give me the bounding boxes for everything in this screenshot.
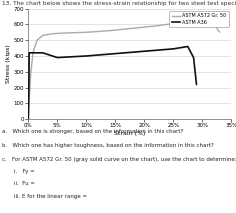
Text: c.   For ASTM A572 Gr. 50 (gray solid curve on the chart), use the chart to dete: c. For ASTM A572 Gr. 50 (gray solid curv…	[2, 157, 236, 161]
Text: ii.  Fu =: ii. Fu =	[14, 181, 35, 186]
Y-axis label: Stress (kips): Stress (kips)	[6, 45, 11, 83]
Legend: ASTM A572 Gr. 50, ASTM A36: ASTM A572 Gr. 50, ASTM A36	[169, 11, 229, 27]
Text: a.   Which one is stronger, based on the information in this chart?: a. Which one is stronger, based on the i…	[2, 129, 184, 134]
Text: iii. E for the linear range =: iii. E for the linear range =	[14, 194, 87, 199]
X-axis label: Strain (%): Strain (%)	[114, 131, 145, 136]
Text: 13. The chart below shows the stress-strain relationship for two steel test spec: 13. The chart below shows the stress-str…	[2, 1, 236, 6]
Text: i.   Fy =: i. Fy =	[14, 169, 35, 174]
Text: b.   Which one has higher toughness, based on the information in this chart?: b. Which one has higher toughness, based…	[2, 143, 214, 148]
